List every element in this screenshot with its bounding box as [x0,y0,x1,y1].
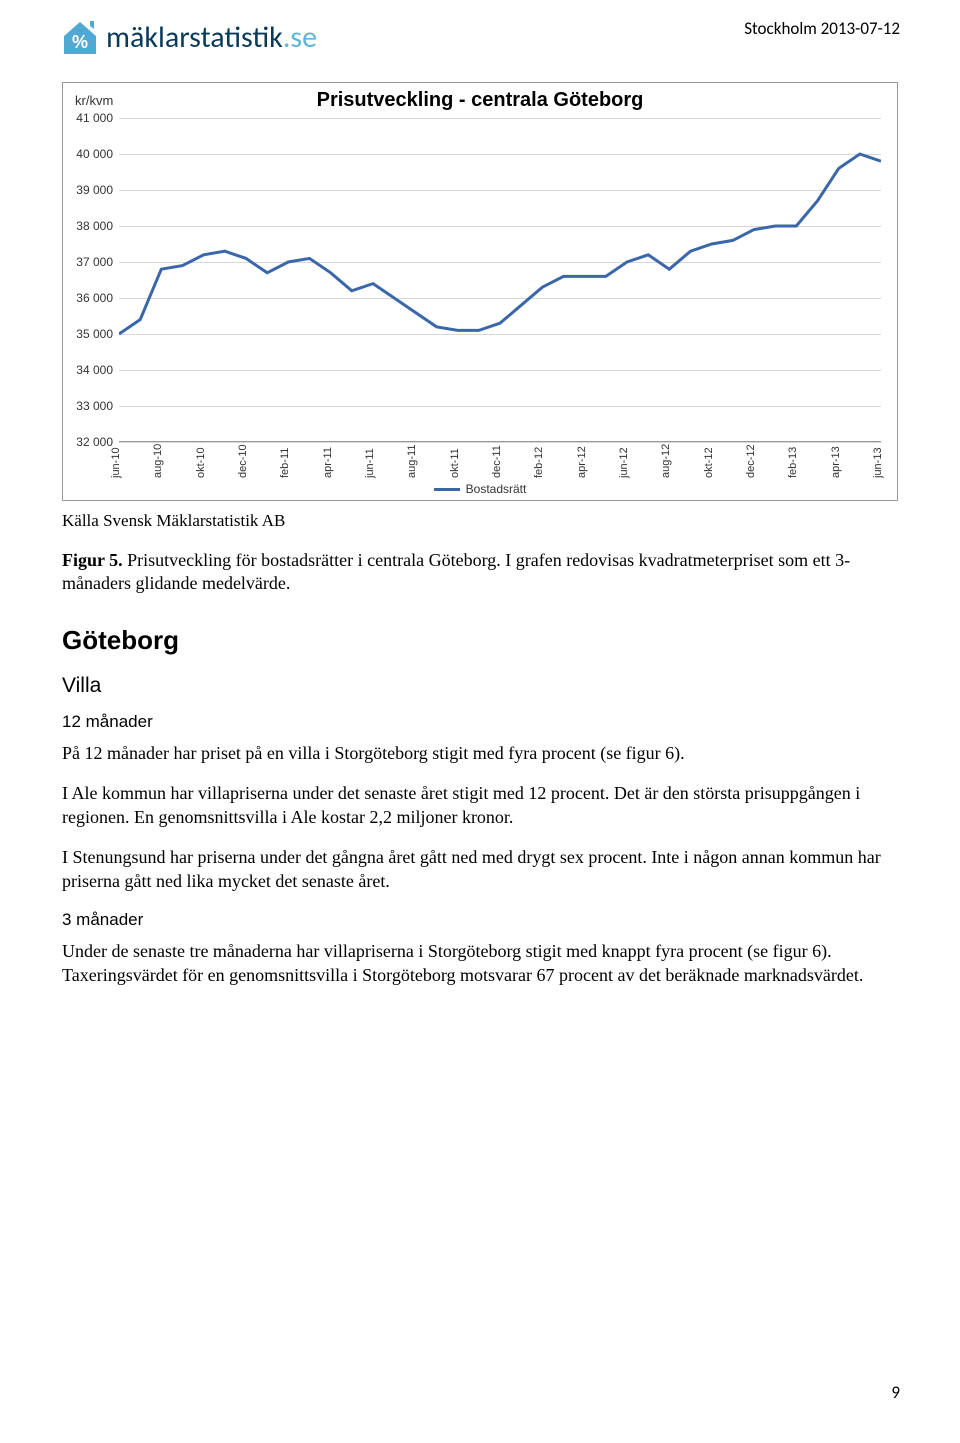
chart-xtick-label: aug-12 [660,444,672,478]
chart-source: Källa Svensk Mäklarstatistik AB [62,511,898,531]
svg-text:%: % [72,32,88,52]
figure-caption: Figur 5. Prisutveckling för bostadsrätte… [62,549,898,595]
chart-xtick-label: dec-10 [237,444,249,478]
legend-label: Bostadsrätt [466,482,527,496]
chart-xtick-label: jun-12 [618,447,630,478]
chart-xtick-label: apr-13 [830,446,842,478]
chart-xtick-label: jun-10 [110,447,122,478]
chart-xtick-label: jun-13 [872,447,884,478]
subheading-12-manader: 12 månader [62,712,898,732]
chart-series-line [119,154,881,334]
chart-title-row: kr/kvm Prisutveckling - centrala Götebor… [75,89,885,112]
logo-text-main: mäklarstatistik [106,19,283,56]
chart-xtick-label: jun-11 [364,448,376,478]
logo-mark-icon: % [60,18,100,56]
chart-ytick-label: 33 000 [76,399,119,413]
chart-xtick-label: feb-12 [533,447,545,478]
chart-x-axis: jun-10aug-10okt-10dec-10feb-11apr-11jun-… [119,442,881,478]
logo: % mäklarstatistik.se [60,18,317,56]
section-heading-goteborg: Göteborg [62,625,898,656]
chart-legend: Bostadsrätt [75,478,885,496]
chart-plot-area: 41 00040 00039 00038 00037 00036 00035 0… [119,118,881,478]
legend-swatch-icon [434,488,460,491]
logo-text: mäklarstatistik.se [106,19,317,56]
chart-ytick-label: 35 000 [76,327,119,341]
chart-xtick-label: okt-12 [703,447,715,478]
figure-label: Figur 5. [62,550,123,570]
chart-xtick-label: feb-11 [279,448,291,478]
chart-xtick-label: dec-11 [491,445,503,478]
chart-container: kr/kvm Prisutveckling - centrala Götebor… [62,82,898,501]
page-number: 9 [891,1382,900,1403]
chart-xtick-label: feb-13 [787,447,799,478]
chart-xtick-label: okt-11 [449,448,461,478]
body-paragraph: I Stenungsund har priserna under det gån… [62,846,898,894]
chart-xtick-label: okt-10 [195,447,207,478]
logo-text-domain: .se [283,19,317,56]
subsection-heading-villa: Villa [62,674,898,698]
subheading-3-manader: 3 månader [62,910,898,930]
chart-ytick-label: 36 000 [76,291,119,305]
body-paragraph: Under de senaste tre månaderna har villa… [62,940,898,988]
chart-xtick-label: aug-10 [152,444,164,478]
chart-y-axis-label: kr/kvm [75,93,113,108]
chart-xtick-label: apr-12 [576,446,588,478]
chart-xtick-label: apr-11 [322,447,334,478]
page-header: % mäklarstatistik.se Stockholm 2013-07-1… [60,18,900,56]
chart-line-svg [119,118,881,442]
body-paragraph: På 12 månader har priset på en villa i S… [62,742,898,766]
chart-ytick-label: 34 000 [76,363,119,377]
page: % mäklarstatistik.se Stockholm 2013-07-1… [0,0,960,1443]
body-paragraph: I Ale kommun har villapriserna under det… [62,782,898,830]
chart-ytick-label: 41 000 [76,111,119,125]
figure-caption-text: Prisutveckling för bostadsrätter i centr… [62,550,850,593]
chart-ytick-label: 39 000 [76,183,119,197]
chart-xtick-label: aug-11 [406,445,418,478]
chart-title: Prisutveckling - centrala Göteborg [317,89,644,111]
chart-ytick-label: 40 000 [76,147,119,161]
header-date: Stockholm 2013-07-12 [744,18,900,39]
chart-ytick-label: 38 000 [76,219,119,233]
chart-ytick-label: 37 000 [76,255,119,269]
chart-xtick-label: dec-12 [745,444,757,478]
